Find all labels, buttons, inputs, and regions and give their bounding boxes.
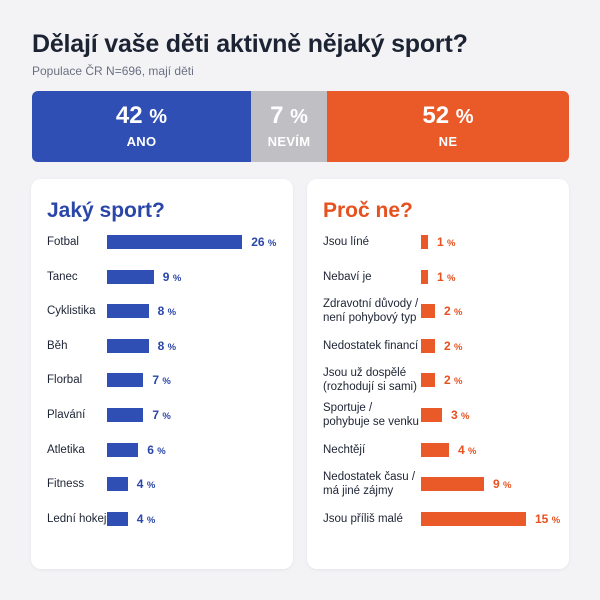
reason-chart-card: Proč ne? Jsou líné 1 % Nebaví je 1 % Zdravot… [307,179,569,569]
bar-label: Fitness [47,478,85,491]
bar [421,442,449,457]
bar [107,338,149,353]
bar-value: 7 % [152,373,171,388]
bar-label: Nedostatek času / má jiné zájmy [323,471,416,498]
split-segment-nevim: 7 % NEVÍM [251,91,327,162]
split-segment-ano: 42 % ANO [32,91,251,162]
bar-value: 1 % [437,235,456,249]
bar [107,269,154,284]
bar [107,304,149,319]
answer-split-bar: 42 % ANO 7 % NEVÍM 52 % NE [32,91,569,162]
bar-value: 7 % [152,408,171,422]
page-subtitle: Populace ČR N=696, mají děti [32,64,194,78]
bar-value: 9 % [493,477,512,492]
sport-chart-card: Jaký sport? Fotbal 26 % Tanec 9 % Cyklistika… [31,179,293,569]
bar-label: Nedostatek financí [323,339,419,352]
bar-label: Florbal [47,374,83,387]
bar-value: 2 % [444,338,463,353]
bar [421,235,428,249]
bar [107,442,139,457]
bar-value: 3 % [451,408,470,422]
bar-label: Plavání [47,409,86,421]
page-title: Dělají vaše děti aktivně nějaký sport? [32,30,468,58]
bar-label: Běh [47,339,68,352]
bar [421,511,526,526]
bar-value: 1 % [437,269,456,284]
split-ne-label: NE [438,134,458,149]
bar [421,338,435,353]
split-nevim-label: NEVÍM [267,134,311,149]
bar [421,269,428,284]
bar-value: 6 % [147,442,166,457]
bar-value: 9 % [162,269,182,284]
bar-label: Jsou už dospělé (rozhodují si sami) [323,367,417,394]
bar-label: Jsou příliš malé [323,512,403,525]
split-ano-label: ANO [126,134,157,149]
split-ne-percent: 52 % [422,102,474,129]
bar [107,477,128,492]
bar-value: 2 % [444,373,463,388]
bar-value: 8 % [157,338,177,353]
bar-label: Tanec [47,270,78,283]
bar [421,408,442,422]
bar-value: 26 % [251,235,277,249]
bar-label: Lední hokej [47,512,107,525]
bar-label: Cyklistika [47,305,96,318]
bar [421,477,484,492]
bar [107,511,128,526]
bar-label: Zdravotní důvody / není pohybový typ [323,298,419,325]
bar-label: Atletika [47,443,85,456]
bar-value: 2 % [444,304,463,319]
bar [107,408,144,422]
split-ano-percent: 42 % [115,102,168,129]
bar-value: 4 % [136,477,156,492]
bar-label: Sportuje / pohybuje se venku [323,402,419,428]
split-segment-ne: 52 % NE [327,91,569,162]
bar-label: Jsou líné [323,236,370,248]
bar-value: 4 % [136,511,156,526]
bar-label: Fotbal [47,236,79,248]
bar-label: Nebaví je [323,270,372,283]
bar-label: Nechtějí [323,443,366,456]
sport-chart-title: Jaký sport? [47,199,165,222]
bar [421,373,435,388]
split-nevim-percent: 7 % [270,102,308,129]
bar [107,373,144,388]
bar-value: 4 % [458,442,477,457]
bar-value: 15 % [535,511,561,526]
bar [421,304,435,319]
bar-value: 8 % [157,304,177,319]
bar [107,235,243,249]
reason-chart-title: Proč ne? [323,199,413,222]
